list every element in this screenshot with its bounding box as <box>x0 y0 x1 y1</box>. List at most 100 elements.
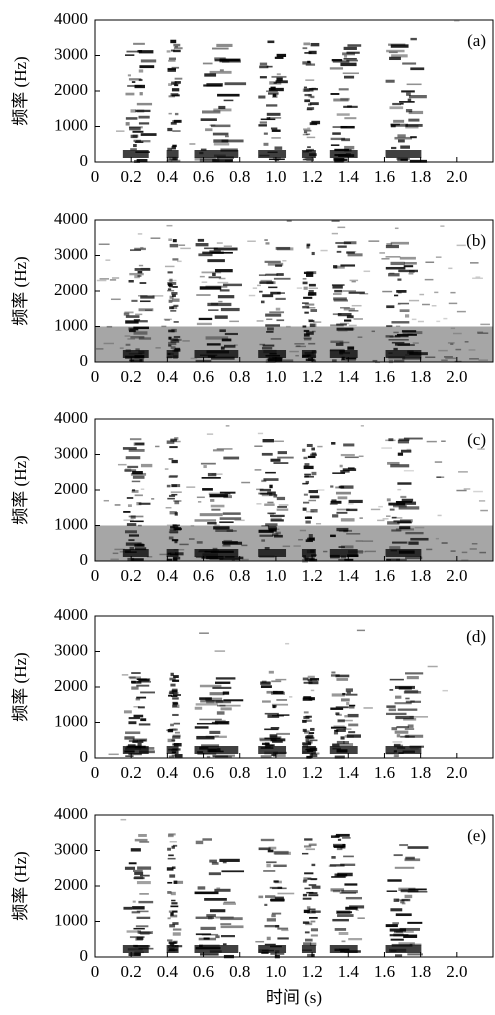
harmonic-streak <box>223 99 234 102</box>
x-tick-label: 1.2 <box>301 962 322 981</box>
noise-speck <box>289 350 299 353</box>
harmonic-streak <box>386 558 401 561</box>
noise-speck <box>217 281 229 284</box>
harmonic-streak <box>168 284 173 288</box>
harmonic-streak <box>336 113 350 116</box>
harmonic-streak <box>276 714 290 716</box>
harmonic-streak <box>170 942 175 946</box>
harmonic-streak <box>310 934 318 937</box>
harmonic-streak <box>401 330 417 333</box>
harmonic-streak <box>386 305 395 309</box>
harmonic-streak <box>398 887 416 892</box>
harmonic-streak <box>304 475 314 478</box>
harmonic-streak <box>332 743 340 747</box>
harmonic-streak <box>168 536 174 540</box>
noise-speck <box>456 310 466 313</box>
harmonic-streak <box>140 718 147 722</box>
harmonic-streak <box>265 895 276 898</box>
noise-speck <box>358 455 364 458</box>
harmonic-streak <box>214 59 239 62</box>
noise-speck <box>461 551 468 554</box>
noise-speck <box>395 325 401 328</box>
y-tick-label: 2000 <box>54 875 88 894</box>
harmonic-streak <box>346 702 350 706</box>
harmonic-streak <box>167 497 175 500</box>
harmonic-streak <box>306 107 315 110</box>
harmonic-streak <box>266 331 274 333</box>
harmonic-streak <box>140 300 151 303</box>
harmonic-streak <box>305 79 315 81</box>
harmonic-streak <box>399 927 420 931</box>
harmonic-streak <box>330 707 344 710</box>
harmonic-streak <box>201 271 222 274</box>
x-tick-label: 0.2 <box>121 367 142 386</box>
harmonic-streak <box>128 515 144 518</box>
harmonic-streak <box>262 700 271 703</box>
noise-speck <box>164 468 169 470</box>
harmonic-streak <box>332 890 341 893</box>
low-band <box>194 746 239 754</box>
x-tick-label: 1.4 <box>338 566 360 585</box>
harmonic-streak <box>386 558 391 562</box>
noise-speck <box>315 522 322 525</box>
harmonic-streak <box>302 507 307 511</box>
harmonic-streak <box>308 289 314 294</box>
harmonic-streak <box>409 159 427 163</box>
harmonic-streak <box>390 241 410 245</box>
harmonic-streak <box>391 341 405 344</box>
harmonic-streak <box>204 897 227 901</box>
harmonic-streak <box>168 344 172 347</box>
harmonic-streak <box>167 271 173 274</box>
harmonic-streak <box>168 755 175 758</box>
harmonic-streak <box>267 526 277 530</box>
harmonic-streak <box>333 843 346 847</box>
harmonic-streak <box>200 118 217 121</box>
harmonic-streak <box>170 438 177 442</box>
harmonic-streak <box>308 50 317 55</box>
harmonic-streak <box>394 753 399 758</box>
low-band <box>301 350 316 358</box>
harmonic-streak <box>127 84 142 87</box>
low-band <box>329 350 358 358</box>
harmonic-streak <box>224 82 247 86</box>
harmonic-streak <box>199 684 222 688</box>
harmonic-streak <box>210 302 219 306</box>
harmonic-streak <box>259 737 277 741</box>
harmonic-streak <box>199 286 222 290</box>
harmonic-streak <box>137 681 151 683</box>
noise-speck <box>110 298 121 301</box>
noise-speck <box>165 506 172 509</box>
harmonic-streak <box>208 276 222 279</box>
harmonic-streak <box>167 857 176 860</box>
harmonic-streak <box>306 443 313 447</box>
harmonic-streak <box>272 157 281 161</box>
harmonic-streak <box>125 92 135 96</box>
harmonic-streak <box>172 713 179 717</box>
harmonic-streak <box>172 922 179 925</box>
noise-speck <box>441 542 448 544</box>
harmonic-streak <box>134 838 148 842</box>
x-tick-label: 0.2 <box>121 763 142 782</box>
harmonic-streak <box>273 690 284 694</box>
harmonic-streak <box>196 541 203 544</box>
harmonic-streak <box>174 528 182 531</box>
harmonic-streak <box>308 892 318 895</box>
noise-speck <box>362 540 374 542</box>
harmonic-streak <box>308 465 314 470</box>
x-tick-label: 0.6 <box>193 367 214 386</box>
harmonic-streak <box>303 493 308 496</box>
noise-speck <box>259 343 266 346</box>
noise-speck <box>111 277 120 279</box>
spectrogram-texture <box>120 818 429 959</box>
harmonic-streak <box>136 696 147 699</box>
noise-speck <box>313 321 322 323</box>
noise-speck <box>470 262 479 264</box>
harmonic-streak <box>332 918 349 922</box>
harmonic-streak <box>389 928 406 932</box>
harmonic-streak <box>305 938 313 942</box>
harmonic-streak <box>171 459 178 464</box>
harmonic-streak <box>139 893 149 895</box>
noise-speck <box>351 280 356 283</box>
harmonic-streak <box>195 840 204 845</box>
harmonic-streak <box>133 714 144 718</box>
